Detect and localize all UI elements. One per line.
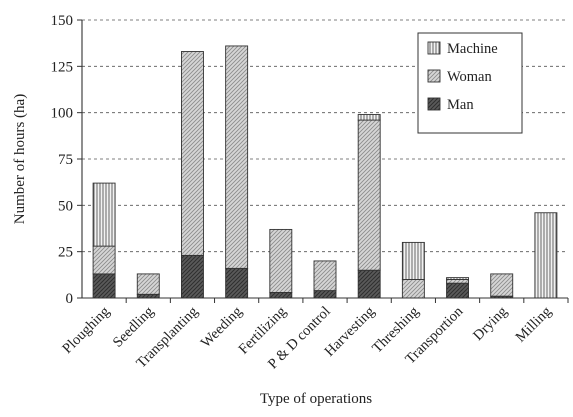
bar-segment-woman [357, 119, 381, 271]
legend-swatch-man [427, 97, 441, 111]
bar-segment-woman [92, 245, 116, 275]
bar-segment-man [181, 254, 204, 299]
y-tick-label: 125 [51, 59, 74, 75]
bar-stack [181, 51, 204, 299]
bar-segment-woman [401, 279, 425, 299]
bar-segment-machine [446, 277, 469, 280]
bar-stack [225, 45, 249, 299]
bar-stack [92, 182, 116, 299]
x-category-label: Ploughing [59, 304, 112, 357]
bar-stack [357, 114, 381, 299]
legend-swatch-machine [427, 41, 441, 55]
bar-stack [136, 273, 160, 299]
bar-segment-man [92, 273, 116, 299]
axes [81, 20, 568, 299]
bar-stack [534, 212, 558, 299]
bar-segment-machine [534, 212, 558, 299]
bar-segment-man [269, 291, 293, 299]
bar-segment-machine [401, 241, 425, 280]
y-axis-title: Number of hours (ha) [12, 94, 28, 224]
bar-segment-woman [490, 273, 514, 297]
legend-label-machine: Machine [447, 41, 498, 57]
y-tick-label: 150 [51, 13, 74, 29]
bar-segment-machine [357, 114, 381, 121]
x-axis-ticks: PloughingSeedlingTransplantingWeedingFer… [59, 298, 569, 372]
bar-segment-woman [313, 260, 337, 292]
bar-segment-woman [225, 45, 249, 269]
bar-segment-man [313, 290, 337, 299]
bar-segment-woman [269, 228, 293, 293]
bar-segment-man [225, 267, 249, 299]
x-axis-title: Type of operations [260, 391, 372, 407]
bar-stack [401, 241, 425, 299]
y-tick-label: 50 [58, 198, 73, 214]
bars [92, 45, 558, 299]
bar-stack [313, 260, 337, 299]
y-tick-label: 100 [51, 106, 74, 122]
bar-stack [490, 273, 514, 299]
y-tick-label: 0 [66, 291, 74, 307]
x-category-label: Milling [513, 304, 555, 346]
bar-segment-woman [136, 273, 160, 295]
y-axis-ticks: 0 25 50 75 100 125 150 [51, 13, 82, 307]
bar-segment-woman [181, 51, 204, 256]
legend-label-man: Man [447, 97, 474, 113]
bar-segment-machine [92, 182, 116, 247]
legend-swatch-woman [427, 69, 441, 83]
y-tick-label: 25 [58, 245, 73, 261]
legend-label-woman: Woman [447, 69, 492, 85]
bar-segment-man [357, 269, 381, 299]
x-category-label: Drying [470, 304, 510, 344]
bar-segment-man [446, 282, 469, 299]
bar-stack [446, 277, 469, 299]
bar-segment-man [136, 293, 160, 299]
y-tick-label: 75 [58, 152, 73, 168]
bar-segment-woman [446, 279, 469, 284]
gridlines [82, 19, 568, 253]
legend: Machine Woman Man [417, 32, 523, 134]
bar-stack [269, 228, 293, 299]
